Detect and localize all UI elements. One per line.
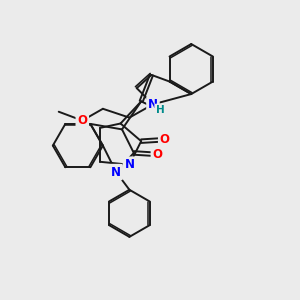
Text: N: N [124,158,134,171]
Text: O: O [152,148,162,161]
Text: N: N [111,166,121,178]
Text: H: H [156,105,165,115]
Text: O: O [160,133,170,146]
Text: N: N [148,98,158,111]
Text: O: O [77,114,87,127]
